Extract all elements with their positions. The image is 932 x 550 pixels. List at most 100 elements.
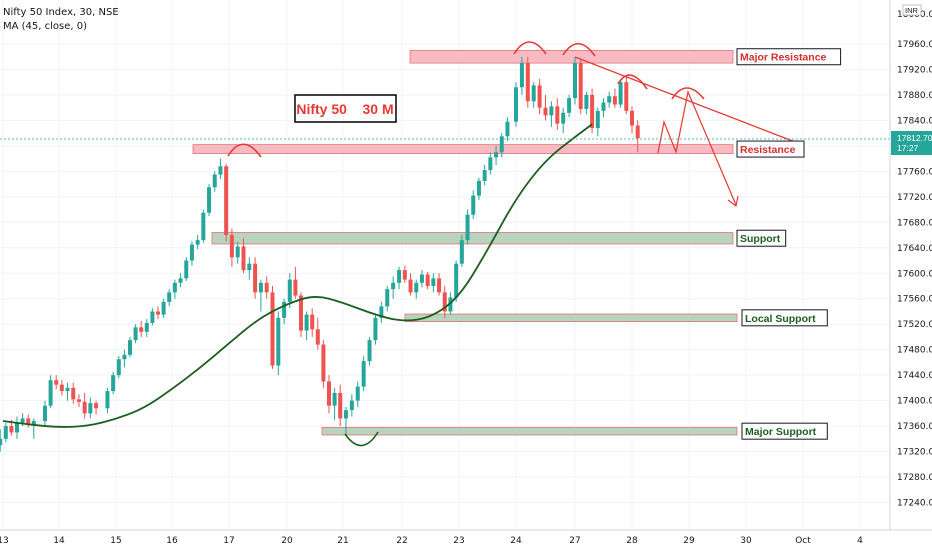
candle-body (172, 282, 177, 293)
candle (499, 133, 504, 158)
y-tick-label: 17320.00 (897, 448, 932, 458)
candle (172, 279, 177, 299)
symbol-info[interactable]: Nifty 50 Index, 30, NSE (3, 7, 119, 18)
candle-body (343, 410, 348, 419)
candle-body (425, 274, 430, 286)
time-axis: 13 14 15 16 17 20 21 22 23 24 27 28 29 30 Oct 4 (0, 536, 863, 546)
candle (195, 235, 200, 250)
candle-body (595, 110, 600, 129)
candle (161, 298, 166, 318)
y-tick-label: 17920.00 (897, 65, 932, 75)
currency-badge[interactable] (902, 4, 922, 16)
zones-layer (192, 49, 738, 436)
candle (397, 266, 402, 290)
top-arc-1 (227, 143, 262, 158)
candle (338, 384, 343, 427)
drawings-layer (227, 41, 804, 447)
candle-body (310, 314, 315, 330)
candle (0, 429, 3, 452)
candle-body (3, 426, 8, 439)
candle-body (116, 359, 121, 376)
candle-body (514, 87, 518, 122)
y-tick-label: 17280.00 (897, 473, 932, 483)
candle-body (212, 174, 217, 188)
candle-body (156, 311, 160, 315)
grid (0, 0, 890, 530)
y-tick-label: 17560.00 (897, 295, 932, 305)
candle-body (161, 301, 166, 315)
candle (549, 101, 554, 127)
candle-body (144, 322, 149, 332)
candle-body (488, 157, 493, 171)
candle (537, 79, 542, 115)
candle (437, 273, 442, 296)
candle (514, 82, 518, 127)
candle-body (71, 387, 76, 400)
candle-body (258, 282, 263, 293)
candle-body (299, 295, 303, 331)
candle-body (630, 110, 634, 126)
candle-body (584, 94, 589, 109)
candle (241, 238, 246, 274)
candle (229, 228, 234, 267)
zone-label-box (741, 309, 828, 327)
top-arc-4 (617, 74, 648, 90)
zone-resistance (192, 144, 734, 154)
candle-body (26, 418, 31, 425)
candle-body (437, 278, 442, 293)
y-tick-label: 17240.00 (897, 499, 932, 509)
candle (332, 387, 337, 420)
indicator-legend[interactable]: MA (45, close, 0) (3, 21, 88, 32)
candle-body (229, 235, 234, 258)
candle-body (338, 392, 343, 419)
candle-body (184, 260, 189, 279)
candle (385, 285, 390, 312)
candle (343, 406, 348, 436)
candle-body (414, 282, 419, 293)
candle-body (459, 240, 464, 264)
zone-label-box (741, 422, 828, 440)
candle-body (555, 106, 560, 124)
candle (54, 375, 59, 390)
projection-path (657, 89, 737, 206)
candle-body (293, 279, 298, 296)
candle (178, 273, 183, 288)
candle (379, 301, 384, 323)
candle (133, 324, 138, 344)
candle-body (224, 166, 229, 236)
candle (555, 98, 560, 130)
candle (505, 117, 510, 141)
candle-body (128, 340, 132, 355)
candle-body (635, 125, 640, 139)
candles-layer (0, 56, 640, 452)
candle (293, 266, 298, 299)
candle (88, 397, 93, 419)
candle-body (391, 282, 396, 290)
resistance-trendline (574, 56, 804, 146)
candle-body (218, 166, 223, 175)
candle (391, 276, 396, 299)
zone-labels-layer: Major Resistance Resistance Support Local S… (736, 48, 842, 440)
y-tick-label: 17760.00 (897, 167, 932, 177)
candle-body (201, 212, 206, 241)
price-tag (891, 131, 932, 155)
y-tick-label: 17960.00 (897, 40, 932, 50)
candle-body (448, 297, 453, 312)
candle (247, 257, 252, 280)
candle (373, 314, 378, 345)
candle-body (253, 263, 258, 293)
candle (590, 88, 595, 134)
candle (116, 356, 121, 379)
candle-body (531, 85, 536, 102)
candle (607, 91, 612, 108)
candle-body (105, 391, 110, 409)
x-tick-label: 27 (569, 536, 580, 546)
candle-body (601, 102, 606, 111)
candle-body (482, 170, 487, 181)
candle-body (519, 63, 524, 88)
candle-body (207, 187, 212, 213)
candle-body (15, 422, 19, 433)
title-box (294, 94, 397, 123)
candle-body (385, 289, 390, 307)
